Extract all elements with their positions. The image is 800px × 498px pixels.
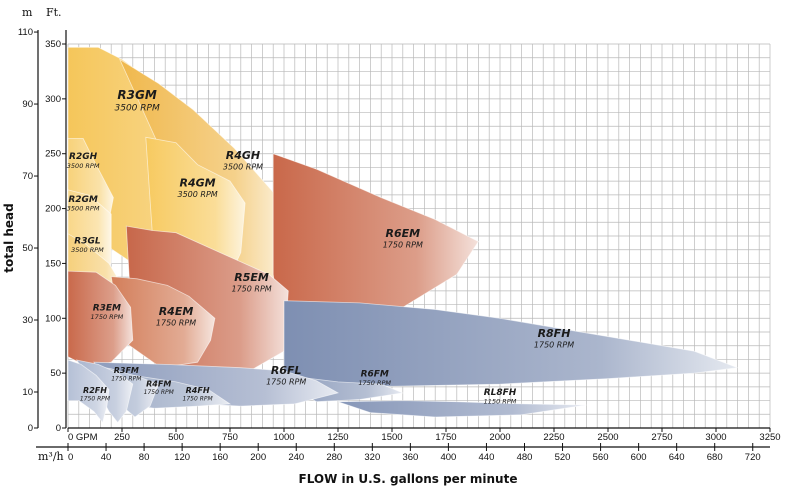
y-tick-label-ft: 300 <box>45 94 61 105</box>
region-r4em <box>110 276 216 369</box>
region-rpm-r5em: 1750 RPM <box>232 284 272 293</box>
region-r3em <box>67 270 134 369</box>
x-tick-label-gpm: 3000 <box>705 432 726 443</box>
region-rpm-r6em: 1750 RPM <box>383 241 423 250</box>
region-rpm-r3em: 1750 RPM <box>91 313 124 321</box>
x-tick-label-m3h: 560 <box>593 452 609 463</box>
region-rpm-r4fh: 1750 RPM <box>183 395 214 402</box>
y-tick-label-m: 0 <box>28 423 33 434</box>
region-label-rl8fh: RL8FH <box>484 388 517 398</box>
x-tick-label-m3h: 440 <box>479 452 495 463</box>
pump-regions <box>67 46 738 424</box>
region-rpm-r2fh: 1750 RPM <box>80 395 111 402</box>
region-rpm-r6fm: 1750 RPM <box>358 379 391 387</box>
region-rl8fh <box>337 400 587 418</box>
x-tick-label-m3h: 200 <box>250 452 266 463</box>
x-tick-label-m3h: 320 <box>364 452 380 463</box>
y-tick-label-m: 70 <box>22 171 33 182</box>
region-label-r6fl: R6FL <box>271 364 302 377</box>
region-label-r2gh: R2GH <box>69 152 98 162</box>
y-tick-label-ft: 200 <box>45 204 61 215</box>
region-rpm-r3gm: 3500 RPM <box>115 103 160 113</box>
region-label-r6em: R6EM <box>386 227 421 240</box>
x-tick-label-m3h: 280 <box>326 452 342 463</box>
y-tick-label-ft: 50 <box>50 368 61 379</box>
x-tick-label-gpm: 2250 <box>543 432 564 443</box>
x-tick-label-m3h: 680 <box>707 452 723 463</box>
x-tick-label-m3h: 40 <box>101 452 112 463</box>
x-tick-label-gpm: 250 <box>114 432 130 443</box>
x-tick-label-gpm: 750 <box>222 432 238 443</box>
x-axis-title: FLOW in U.S. gallons per minute <box>299 472 518 486</box>
x-tick-label-gpm: 3250 <box>759 432 780 443</box>
x-tick-label-gpm: 500 <box>168 432 184 443</box>
region-label-r4em: R4EM <box>159 305 194 318</box>
region-rpm-r4fm: 1750 RPM <box>144 389 175 396</box>
x-tick-label-m3h: 360 <box>402 452 418 463</box>
y-tick-label-m: 30 <box>22 315 33 326</box>
x-unit-m3h: m³/h <box>38 450 64 463</box>
region-rpm-r3fm: 1750 RPM <box>111 376 142 383</box>
y-unit-m: m <box>22 6 33 19</box>
y-tick-label-m: 50 <box>22 243 33 254</box>
x-tick-label-gpm: 0 GPM <box>68 432 98 443</box>
region-r2fh <box>67 359 110 424</box>
x-tick-label-m3h: 120 <box>174 452 190 463</box>
y-tick-label-m: 90 <box>22 99 33 110</box>
region-rpm-r4em: 1750 RPM <box>156 318 196 327</box>
x-tick-label-m3h: 720 <box>745 452 761 463</box>
y-tick-label-m: 10 <box>22 387 33 398</box>
region-rpm-r4gh: 3500 RPM <box>223 163 263 172</box>
region-label-r4gh: R4GH <box>226 149 260 162</box>
y-tick-label-ft: 0 <box>56 423 61 434</box>
region-rpm-r2gm: 3500 RPM <box>67 205 100 213</box>
y-tick-label-ft: 150 <box>45 258 61 269</box>
region-label-r4fm: R4FM <box>146 379 171 388</box>
x-tick-label-gpm: 1250 <box>327 432 348 443</box>
y-axis-title: total head <box>2 203 16 272</box>
region-rpm-r2gh: 3500 RPM <box>67 162 100 170</box>
x-tick-label-gpm: 1000 <box>273 432 294 443</box>
x-tick-label-m3h: 520 <box>555 452 571 463</box>
x-tick-label-gpm: 2000 <box>489 432 510 443</box>
region-label-r4fh: R4FH <box>186 386 210 395</box>
region-rpm-r6fl: 1750 RPM <box>266 378 306 387</box>
y-tick-label-ft: 350 <box>45 39 61 50</box>
region-label-r2fh: R2FH <box>83 386 107 395</box>
region-label-r3gl: R3GL <box>74 237 101 247</box>
x-tick-label-gpm: 1750 <box>435 432 456 443</box>
x-tick-label-m3h: 80 <box>139 452 150 463</box>
region-label-r4gm: R4GM <box>180 177 216 190</box>
x-tick-label-m3h: 240 <box>288 452 304 463</box>
y-unit-ft: Ft. <box>46 6 62 19</box>
region-label-r3em: R3EM <box>93 304 121 314</box>
x-tick-label-m3h: 640 <box>669 452 685 463</box>
x-tick-label-gpm: 2750 <box>651 432 672 443</box>
x-tick-label-gpm: 1500 <box>381 432 402 443</box>
region-label-r3gm: R3GM <box>117 88 156 102</box>
y-tick-label-ft: 250 <box>45 149 61 160</box>
region-label-r6fm: R6FM <box>361 369 389 379</box>
region-r8fh <box>283 300 738 387</box>
y-tick-label-m: 110 <box>18 27 33 38</box>
region-rpm-r8fh: 1750 RPM <box>534 340 574 349</box>
region-rpm-rl8fh: 1150 RPM <box>484 398 517 406</box>
x-tick-label-m3h: 400 <box>440 452 456 463</box>
region-label-r2gm: R2GM <box>68 195 98 205</box>
y-tick-label-ft: 100 <box>45 313 61 324</box>
x-tick-label-m3h: 160 <box>212 452 228 463</box>
x-tick-label-m3h: 0 <box>68 452 73 463</box>
region-label-r5em: R5EM <box>234 271 269 284</box>
x-tick-label-m3h: 600 <box>631 452 647 463</box>
region-rpm-r4gm: 3500 RPM <box>178 190 218 199</box>
x-tick-label-gpm: 2500 <box>597 432 618 443</box>
chart-axes: 0 50 100 150 200 250 300 350 0 10 30 50 70 90 110 0 GPM… <box>18 27 781 463</box>
region-label-r3fm: R3FM <box>114 366 139 375</box>
x-tick-label-m3h: 480 <box>517 452 533 463</box>
region-label-r8fh: R8FH <box>538 327 571 340</box>
region-rpm-r3gl: 3500 RPM <box>71 246 104 254</box>
